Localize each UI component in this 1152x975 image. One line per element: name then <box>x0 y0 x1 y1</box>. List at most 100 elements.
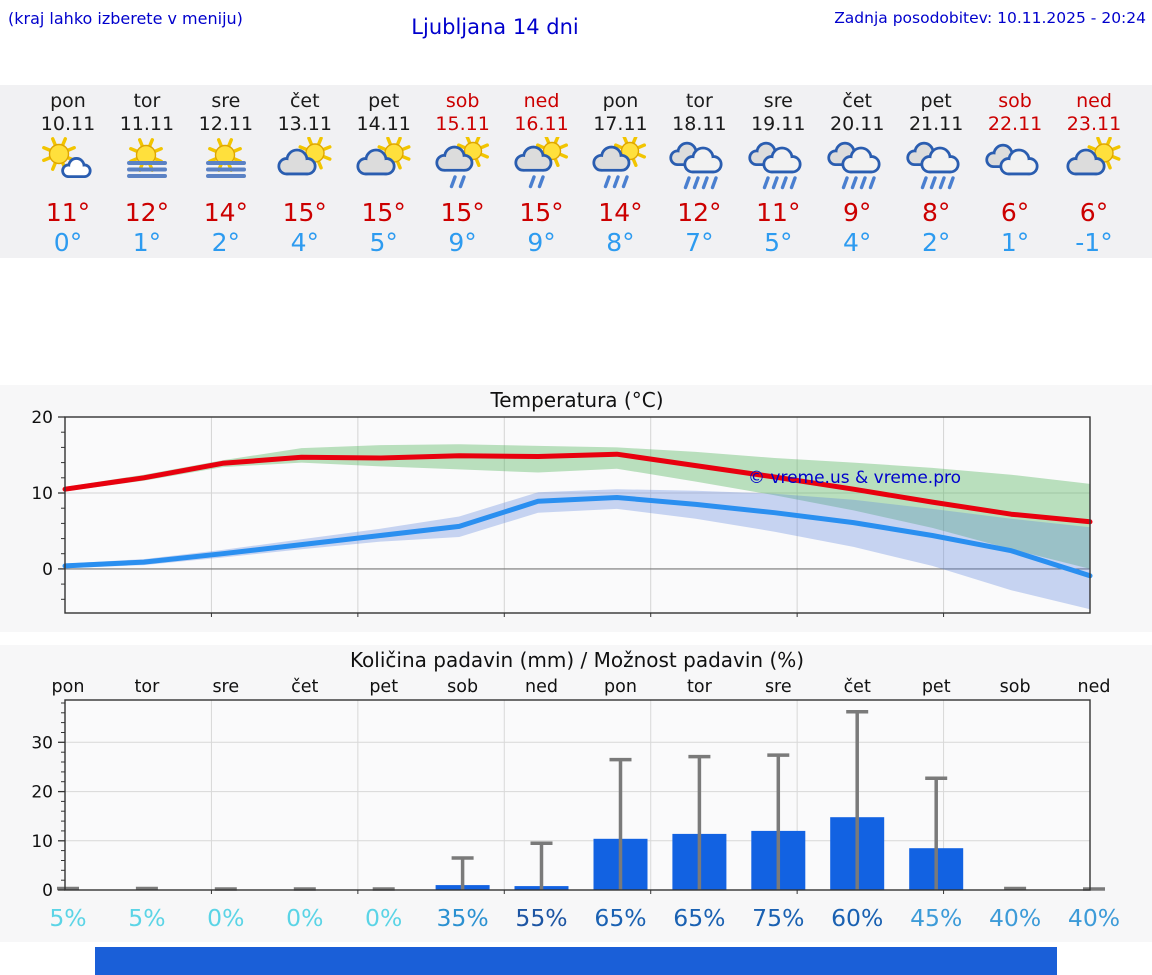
precip-probability: 75% <box>752 904 804 932</box>
precip-day-label: pon <box>52 677 85 697</box>
day-column: čet 20.11 9° 4° <box>817 85 897 258</box>
precip-day-label: čet <box>291 677 318 697</box>
fog-icon <box>107 137 187 193</box>
temp-max: 11° <box>756 198 801 227</box>
footer-banner[interactable] <box>95 947 1057 975</box>
cloud-sun-icon <box>1054 137 1134 193</box>
location-menu-hint: (kraj lahko izberete v meniju) <box>8 9 243 28</box>
precip-day-label: sob <box>447 677 478 697</box>
temp-max: 14° <box>203 198 248 227</box>
temperature-chart-title: Temperatura (°C) <box>489 388 663 412</box>
precip-day-label: sre <box>765 677 792 697</box>
rain-icon <box>896 137 976 193</box>
precip-day-label: sob <box>1000 677 1031 697</box>
temp-max: 15° <box>282 198 327 227</box>
precip-day-label: ned <box>1078 677 1111 697</box>
day-name: tor <box>685 90 713 112</box>
precip-y-tick: 20 <box>31 783 53 803</box>
temp-min: 9° <box>448 228 477 257</box>
precip-y-tick: 10 <box>31 832 53 852</box>
day-date: 17.11 <box>593 113 648 135</box>
day-name: tor <box>133 90 161 112</box>
precipitation-chart-section: pon tor sre čet pet sob ned pon tor sre čet pet sob n… <box>0 645 1152 942</box>
day-name: sre <box>763 90 793 112</box>
rain-icon <box>738 137 818 193</box>
temp-max: 15° <box>519 198 564 227</box>
precip-day-label: ned <box>525 677 558 697</box>
day-date: 12.11 <box>198 113 254 135</box>
temp-min: 5° <box>369 228 398 257</box>
day-date: 16.11 <box>514 113 569 135</box>
day-column: pon 10.11 11° 0° <box>28 85 108 258</box>
temp-min: 1° <box>132 228 162 257</box>
precip-probability: 0% <box>286 904 323 932</box>
precip-day-label: pet <box>369 677 398 697</box>
precip-probability: 55% <box>515 904 567 932</box>
fog-icon <box>186 137 266 193</box>
temp-y-tick: 10 <box>31 484 53 504</box>
temp-min: 7° <box>685 228 714 257</box>
precip-day-label: čet <box>844 677 871 697</box>
precip-y-tick: 0 <box>42 881 53 901</box>
temp-y-tick: 0 <box>42 560 53 580</box>
precip-day-label: pet <box>922 677 951 697</box>
watermark: © vreme.us & vreme.pro <box>748 468 961 488</box>
max-temp-range-band <box>65 444 1090 569</box>
day-date: 19.11 <box>751 113 806 135</box>
day-name: čet <box>289 90 320 112</box>
partly-sunny-icon <box>28 137 108 193</box>
day-name: sob <box>445 90 480 112</box>
precip-probability: 45% <box>910 904 962 932</box>
day-date: 11.11 <box>119 113 175 135</box>
last-update-text: Zadnja posodobitev: 10.11.2025 - 20:24 <box>834 9 1146 27</box>
temp-min: 2° <box>211 228 241 257</box>
day-name: pon <box>602 90 639 112</box>
day-date: 22.11 <box>987 113 1043 135</box>
day-name: sob <box>998 90 1032 112</box>
day-column: sre 12.11 14° 2° <box>186 85 266 258</box>
precip-y-tick: 30 <box>31 733 53 753</box>
temp-max: 8° <box>921 198 951 227</box>
day-date: 21.11 <box>908 113 964 135</box>
temp-max: 12° <box>677 198 722 227</box>
temp-min: 0° <box>53 228 83 257</box>
temp-max: 15° <box>361 198 406 227</box>
cloud-sun-icon <box>344 137 424 193</box>
temp-max: 9° <box>843 198 872 227</box>
page-title: Ljubljana 14 dni <box>411 15 579 39</box>
precip-probability: 65% <box>594 904 646 932</box>
temp-min: 1° <box>1000 228 1030 257</box>
day-date: 23.11 <box>1066 113 1122 135</box>
temp-min: 5° <box>764 228 793 257</box>
precip-probability: 5% <box>128 904 165 932</box>
day-date: 18.11 <box>672 113 727 135</box>
precip-probability: 65% <box>673 904 725 932</box>
day-column: sob 15.11 15° 9° <box>423 85 503 258</box>
precip-day-label: sre <box>212 677 239 697</box>
precip-day-label: pon <box>604 677 637 697</box>
day-name: ned <box>523 90 560 112</box>
max-temp-line <box>62 451 1093 525</box>
day-name: sre <box>211 90 241 112</box>
day-name: pon <box>50 90 86 112</box>
precip-probability: 0% <box>365 904 402 932</box>
temp-min: 9° <box>527 228 556 257</box>
day-column: pet 14.11 15° 5° <box>344 85 424 258</box>
day-date: 15.11 <box>435 113 490 135</box>
temp-max: 6° <box>1079 198 1109 227</box>
day-date: 14.11 <box>356 113 411 135</box>
temp-min: 2° <box>921 228 951 257</box>
precip-day-label: tor <box>687 677 713 697</box>
temp-max: 11° <box>45 198 91 227</box>
precipitation-chart: pon tor sre čet pet sob ned pon tor sre čet pet sob n… <box>31 648 1120 932</box>
day-column: pon 17.11 14° 8° <box>580 85 660 258</box>
rain-sun-light-icon <box>502 137 582 193</box>
temp-max: 12° <box>124 198 170 227</box>
precip-probability: 35% <box>436 904 488 932</box>
temp-max: 6° <box>1000 198 1030 227</box>
forecast-day-strip: pon 10.11 11° 0° tor 11.11 12° 1° sre 12.11 14° 2° č… <box>0 85 1152 258</box>
precip-probability: 40% <box>1068 904 1120 932</box>
temp-min: 8° <box>606 228 635 257</box>
day-column: tor 18.11 12° 7° <box>659 85 739 258</box>
rain-sun-icon <box>580 137 660 193</box>
